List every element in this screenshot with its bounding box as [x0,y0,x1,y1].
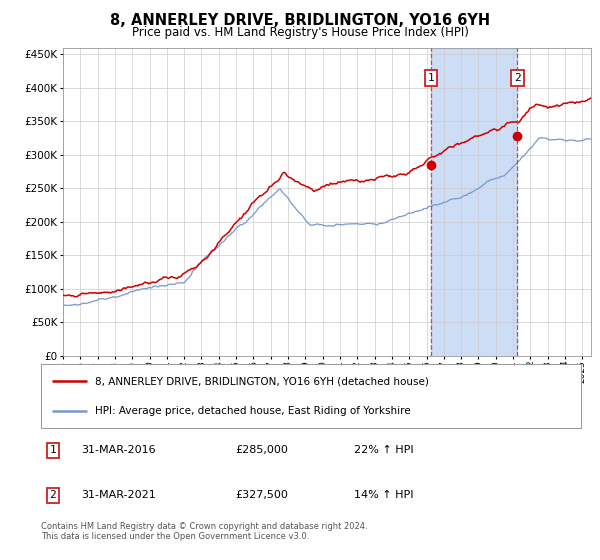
Bar [431,48,517,356]
Text: HPI: Average price, detached house, East Riding of Yorkshire: HPI: Average price, detached house, East… [95,406,410,416]
Text: 31-MAR-2021: 31-MAR-2021 [82,491,156,501]
Text: 2: 2 [514,73,521,83]
Text: 8, ANNERLEY DRIVE, BRIDLINGTON, YO16 6YH (detached house): 8, ANNERLEY DRIVE, BRIDLINGTON, YO16 6YH… [95,376,428,386]
Text: £327,500: £327,500 [235,491,288,501]
Text: £285,000: £285,000 [235,445,288,455]
Text: Price paid vs. HM Land Registry's House Price Index (HPI): Price paid vs. HM Land Registry's House … [131,26,469,39]
Text: 2: 2 [49,491,56,501]
Text: 8, ANNERLEY DRIVE, BRIDLINGTON, YO16 6YH: 8, ANNERLEY DRIVE, BRIDLINGTON, YO16 6YH [110,13,490,28]
Text: Contains HM Land Registry data © Crown copyright and database right 2024.
This d: Contains HM Land Registry data © Crown c… [41,522,367,542]
Text: 1: 1 [427,73,434,83]
Text: 14% ↑ HPI: 14% ↑ HPI [354,491,413,501]
Text: 31-MAR-2016: 31-MAR-2016 [82,445,156,455]
Text: 1: 1 [49,445,56,455]
Text: 22% ↑ HPI: 22% ↑ HPI [354,445,413,455]
